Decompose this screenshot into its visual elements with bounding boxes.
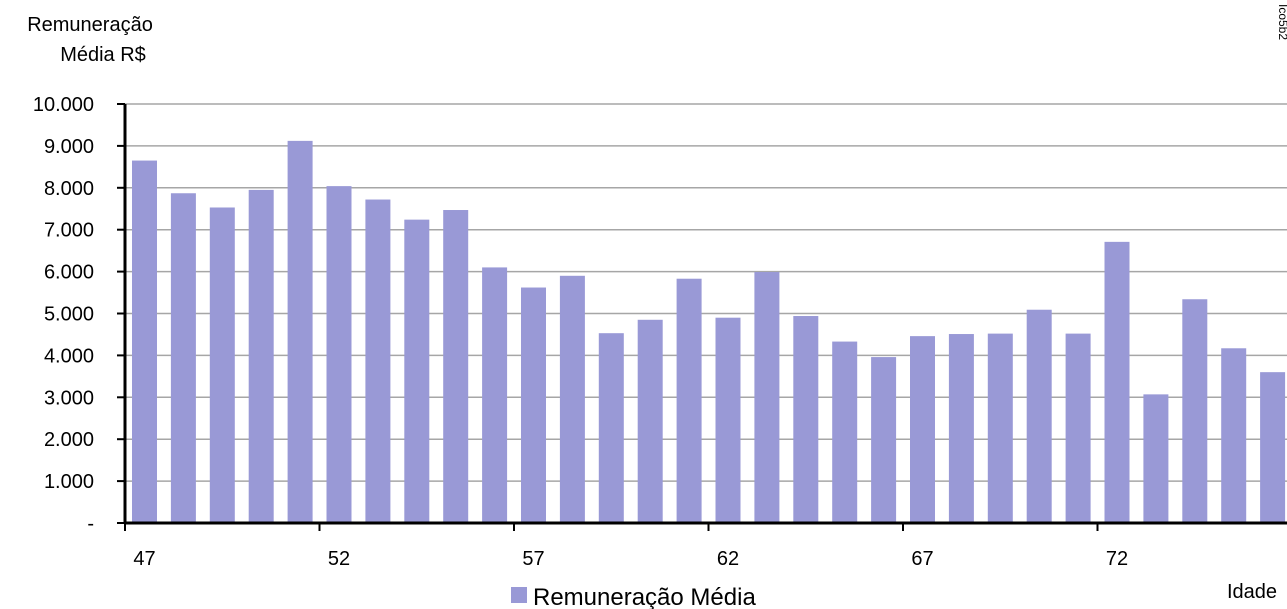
bar-65 bbox=[832, 341, 858, 523]
bars bbox=[132, 140, 1286, 524]
bar-66 bbox=[871, 357, 897, 523]
bar-47 bbox=[132, 160, 157, 523]
legend: Remuneração Média bbox=[511, 584, 756, 609]
bar-62 bbox=[715, 317, 741, 523]
bar-64 bbox=[793, 316, 819, 523]
y-tick-label: 3.000 bbox=[44, 387, 94, 409]
bar-50 bbox=[248, 189, 274, 523]
bar-68 bbox=[948, 334, 974, 523]
bar-74 bbox=[1182, 299, 1208, 523]
bar-60 bbox=[637, 319, 663, 523]
bar-61 bbox=[676, 278, 702, 523]
corner-label: Ico5b2 bbox=[1276, 4, 1287, 40]
bar-75 bbox=[1221, 348, 1247, 523]
bar-55 bbox=[443, 210, 469, 523]
y-tick-label: 5.000 bbox=[44, 304, 94, 326]
bar-70 bbox=[1026, 309, 1052, 523]
y-axis-title-line1: Remuneração bbox=[27, 14, 153, 36]
x-tick-labels: 47 52 57 62 67 72 bbox=[133, 548, 1128, 570]
bar-57 bbox=[521, 287, 546, 523]
bar-67 bbox=[910, 336, 935, 523]
y-tick-label: 7.000 bbox=[44, 220, 94, 242]
bar-58 bbox=[559, 275, 585, 523]
bar-48 bbox=[170, 193, 196, 523]
y-tick-label: - bbox=[87, 513, 94, 535]
bar-69 bbox=[987, 333, 1013, 523]
y-tick-label: 2.000 bbox=[44, 429, 94, 451]
y-tick-label: 9.000 bbox=[44, 136, 94, 158]
bar-71 bbox=[1065, 333, 1091, 523]
y-tick-label: 8.000 bbox=[44, 178, 94, 200]
y-tick-label: 10.000 bbox=[33, 94, 94, 116]
x-tick-label: 57 bbox=[522, 548, 544, 570]
legend-swatch bbox=[511, 587, 527, 603]
bar-52 bbox=[326, 186, 352, 523]
bar-49 bbox=[209, 207, 235, 524]
bar-54 bbox=[404, 219, 430, 524]
bar-63 bbox=[754, 272, 780, 523]
y-tick-label: 1.000 bbox=[44, 471, 94, 493]
bar-51 bbox=[287, 140, 313, 523]
x-tick-label: 47 bbox=[133, 548, 155, 570]
legend-label: Remuneração Média bbox=[533, 584, 756, 609]
bar-73 bbox=[1143, 394, 1169, 523]
bar-56 bbox=[482, 267, 508, 523]
bar-59 bbox=[598, 333, 624, 523]
gridlines bbox=[125, 103, 1287, 482]
x-tick-label: 52 bbox=[328, 548, 350, 570]
bar-76 bbox=[1260, 372, 1286, 523]
axes bbox=[117, 103, 1287, 531]
y-axis-title-line2: Média R$ bbox=[60, 44, 146, 66]
x-tick-label: 62 bbox=[717, 548, 739, 570]
y-tick-labels: - 1.000 2.000 3.000 4.000 5.000 6.000 7.000 8.00… bbox=[33, 94, 94, 535]
y-tick-label: 4.000 bbox=[44, 345, 94, 367]
y-tick-label: 6.000 bbox=[44, 262, 94, 284]
x-tick-label: 72 bbox=[1106, 548, 1128, 570]
bar-53 bbox=[365, 199, 391, 524]
x-tick-label: 67 bbox=[911, 548, 933, 570]
x-axis-title: Idade bbox=[1227, 581, 1277, 603]
bar-72 bbox=[1104, 241, 1130, 523]
